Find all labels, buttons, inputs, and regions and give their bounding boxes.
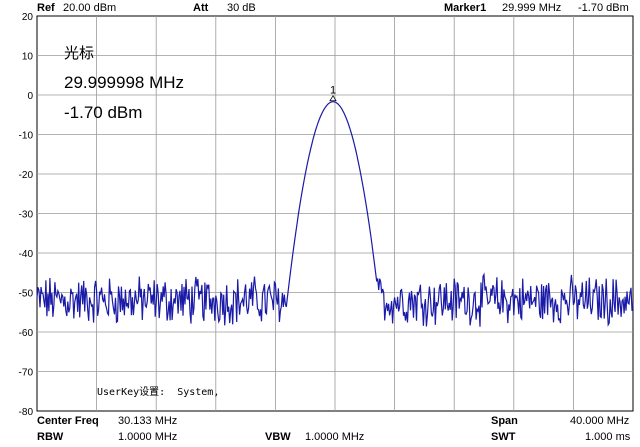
- center-freq-value: 30.133 MHz: [118, 415, 178, 427]
- userkey-status: UserKey设置: System,: [97, 387, 220, 398]
- marker-readout-title: 光标: [64, 45, 95, 62]
- center-freq-label: Center Freq: [37, 415, 99, 427]
- y-tick-label: -20: [19, 170, 34, 181]
- rbw-value: 1.0000 MHz: [118, 431, 178, 443]
- swt-value: 1.000 ms: [585, 431, 631, 443]
- footer-row-1: Center Freq 30.133 MHz Span 40.000 MHz: [0, 414, 640, 429]
- ref-label: Ref: [37, 2, 55, 14]
- marker-number: 1: [330, 85, 336, 97]
- footer-row-2: RBW 1.0000 MHz VBW 1.0000 MHz SWT 1.000 …: [0, 430, 640, 445]
- y-tick-label: -10: [19, 131, 34, 142]
- peak-marker: 1: [329, 85, 337, 102]
- marker-readout-level: -1.70 dBm: [64, 103, 143, 122]
- vbw-value: 1.0000 MHz: [305, 431, 365, 443]
- y-tick-label: -70: [19, 368, 34, 379]
- y-tick-label: -40: [19, 249, 34, 260]
- rbw-label: RBW: [37, 431, 64, 443]
- ref-value: 20.00 dBm: [63, 2, 117, 14]
- marker-level: -1.70 dBm: [578, 2, 629, 14]
- marker-triangle: [329, 94, 337, 102]
- swt-label: SWT: [491, 431, 516, 443]
- y-tick-label: 0: [27, 91, 33, 102]
- y-tick-label: -80: [19, 407, 34, 418]
- vbw-label: VBW: [265, 431, 291, 443]
- marker-freq: 29.999 MHz: [502, 2, 562, 14]
- att-label: Att: [193, 2, 209, 14]
- marker-label: Marker1: [444, 2, 487, 14]
- span-value: 40.000 MHz: [570, 415, 630, 427]
- y-axis-ticks: 20 10 0 -10 -20 -30 -40 -50 -60 -70 -80: [19, 12, 34, 418]
- y-tick-label: 10: [22, 52, 34, 63]
- marker-readout-freq: 29.999998 MHz: [64, 73, 185, 92]
- spectrum-trace: [36, 101, 634, 327]
- y-tick-label: -60: [19, 328, 34, 339]
- span-label: Span: [491, 415, 518, 427]
- y-tick-label: -50: [19, 289, 34, 300]
- plot-grid: [36, 15, 634, 412]
- att-value: 30 dB: [227, 2, 256, 14]
- y-tick-label: 20: [22, 12, 34, 23]
- y-tick-label: -30: [19, 210, 34, 221]
- header-bar: Ref 20.00 dBm Att 30 dB Marker1 29.999 M…: [0, 0, 640, 16]
